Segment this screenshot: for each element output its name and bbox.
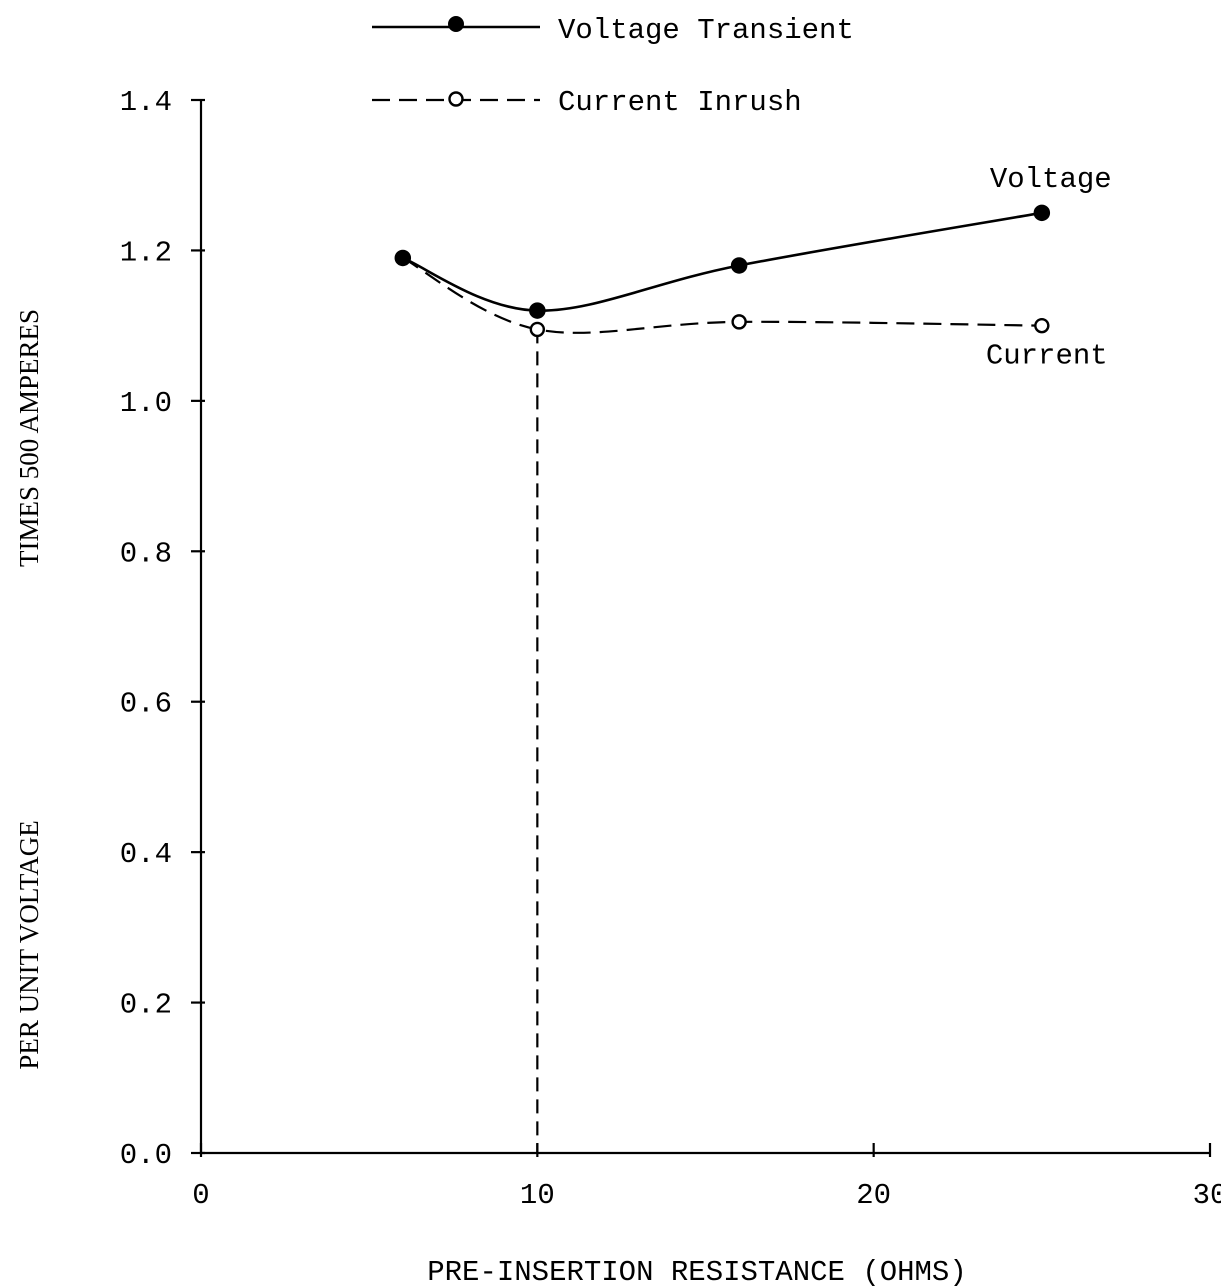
y-tick-label: 1.2	[120, 236, 172, 269]
y-axis-label-upper: TIMES 500 AMPERES	[14, 309, 44, 567]
data-point-current	[731, 314, 747, 330]
data-markers	[394, 204, 1051, 338]
y-tick-label: 0.0	[120, 1139, 172, 1172]
data-point-voltage	[394, 249, 412, 267]
annotation-current: Current	[986, 340, 1108, 373]
data-point-voltage	[529, 302, 546, 319]
x-tick-label: 20	[856, 1179, 891, 1212]
y-tick-label: 0.8	[120, 537, 172, 570]
legend: Voltage Transient Current Inrush	[372, 14, 854, 119]
data-point-voltage	[730, 257, 748, 274]
legend-marker-current	[448, 91, 464, 107]
data-point-voltage	[1033, 204, 1051, 222]
data-point-current	[1034, 317, 1050, 334]
series-line-voltage	[402, 211, 1043, 312]
legend-label-current: Current Inrush	[558, 86, 802, 119]
y-tick-label: 0.4	[120, 838, 172, 871]
x-tick-label: 0	[192, 1179, 209, 1212]
y-tick-label: 0.6	[120, 688, 172, 721]
series-line-current	[402, 256, 1042, 334]
data-point-current	[529, 321, 546, 338]
y-tick-label: 1.0	[120, 387, 172, 420]
x-tick-label: 30	[1193, 1179, 1221, 1212]
legend-marker-voltage	[448, 16, 464, 32]
x-axis-label: PRE-INSERTION RESISTANCE (OHMS)	[427, 1256, 967, 1287]
y-axis-label-lower: PER UNIT VOLTAGE	[14, 820, 44, 1069]
x-tick-label: 10	[520, 1179, 555, 1212]
legend-label-voltage: Voltage Transient	[558, 14, 854, 47]
annotation-voltage: Voltage	[990, 163, 1112, 196]
axis-ticks: 0.0 0.2 0.4 0.6 0.8 1.0 1.2 1.4 0 10 20 30	[120, 86, 1221, 1212]
y-tick-label: 1.4	[120, 86, 172, 119]
y-tick-label: 0.2	[120, 989, 172, 1022]
